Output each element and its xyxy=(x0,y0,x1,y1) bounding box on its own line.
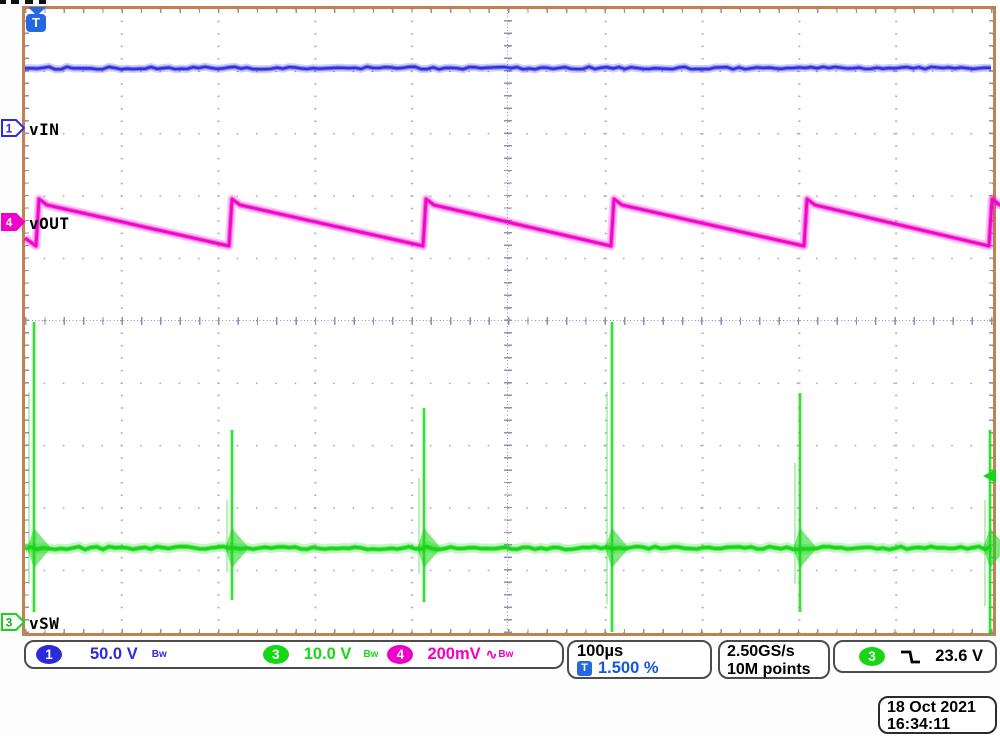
trigger-flag-icon: T xyxy=(26,14,46,32)
channel4-scale: 200mV xyxy=(427,645,481,663)
falling-edge-icon xyxy=(901,650,920,663)
timebase-readout-box[interactable]: 100µs T 1.500 % xyxy=(567,640,712,679)
channel3-marker[interactable]: 3 xyxy=(1,613,25,631)
channel1-marker[interactable]: 1 xyxy=(1,119,25,137)
waveform-display-area[interactable] xyxy=(22,6,996,636)
channel4-marker[interactable]: 4 xyxy=(1,213,25,231)
trigger-position-arrow-icon xyxy=(28,7,46,16)
channel3-label: vSW xyxy=(29,614,60,633)
date-text: 18 Oct 2021 xyxy=(887,699,976,716)
datetime-box: 18 Oct 2021 16:34:11 xyxy=(878,696,997,734)
graticule-grid xyxy=(25,9,993,633)
channel3-scale: 10.0 V xyxy=(303,645,352,663)
svg-text:4: 4 xyxy=(6,216,13,230)
trigger-level: 23.6 V xyxy=(935,647,983,665)
time-text: 16:34:11 xyxy=(887,716,951,733)
svg-text:1: 1 xyxy=(6,122,13,136)
trigger-source-badge: 3 xyxy=(859,647,885,666)
trigger-position-percent: 1.500 % xyxy=(598,659,659,677)
channel-readout-box[interactable]: 1 50.0 V Bw 3 10.0 V Bw 4 200mV ∿ Bw xyxy=(24,640,564,669)
channel4-label: vOUT xyxy=(29,214,70,233)
center-vertical-axis xyxy=(504,9,512,633)
trigger-position-marker[interactable]: T xyxy=(26,7,48,32)
channel1-bandwidth-icon: Bw xyxy=(151,649,167,660)
channel1-scale: 50.0 V xyxy=(90,645,138,663)
channel4-bandwidth-icon: Bw xyxy=(498,649,514,660)
trigger-readout-box[interactable]: 3 23.6 V xyxy=(833,640,997,673)
channel4-ac-coupling-icon: ∿ xyxy=(485,646,498,662)
acquisition-readout-box[interactable]: 2.50GS/s 10M points xyxy=(718,640,830,679)
record-length: 10M points xyxy=(727,660,811,678)
svg-text:3: 3 xyxy=(6,616,13,630)
channel1-badge[interactable]: 1 xyxy=(36,645,62,664)
channel3-bandwidth-icon: Bw xyxy=(363,649,379,660)
trigger-flag-small-icon: T xyxy=(577,661,592,676)
channel1-label: vIN xyxy=(29,120,60,139)
channel3-badge[interactable]: 3 xyxy=(262,645,289,664)
sample-rate: 2.50GS/s xyxy=(727,643,795,660)
channel4-badge[interactable]: 4 xyxy=(387,645,414,664)
timebase-scale: 100µs xyxy=(577,642,624,660)
